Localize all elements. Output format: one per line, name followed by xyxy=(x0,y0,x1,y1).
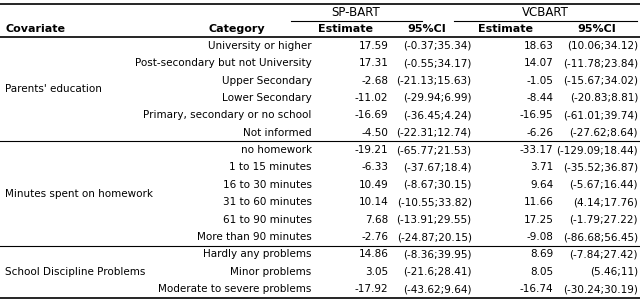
Text: -16.74: -16.74 xyxy=(520,284,554,294)
Text: (-8.67;30.15): (-8.67;30.15) xyxy=(403,180,472,190)
Text: Category: Category xyxy=(209,24,265,34)
Text: (5.46;11): (5.46;11) xyxy=(590,267,638,277)
Text: no homework: no homework xyxy=(241,145,312,155)
Text: 10.49: 10.49 xyxy=(359,180,388,190)
Text: (-24.87;20.15): (-24.87;20.15) xyxy=(397,232,472,242)
Text: (-65.77;21.53): (-65.77;21.53) xyxy=(397,145,472,155)
Text: 17.59: 17.59 xyxy=(358,41,388,51)
Text: Primary, secondary or no school: Primary, secondary or no school xyxy=(143,110,312,120)
Text: (-11.78;23.84): (-11.78;23.84) xyxy=(563,58,638,68)
Text: -2.76: -2.76 xyxy=(362,232,388,242)
Text: 8.69: 8.69 xyxy=(531,249,554,259)
Text: -11.02: -11.02 xyxy=(355,93,388,103)
Text: (-10.55;33.82): (-10.55;33.82) xyxy=(397,197,472,207)
Text: 11.66: 11.66 xyxy=(524,197,554,207)
Text: (-86.68;56.45): (-86.68;56.45) xyxy=(563,232,638,242)
Text: Estimate: Estimate xyxy=(318,24,373,34)
Text: 3.71: 3.71 xyxy=(531,162,554,172)
Text: Post-secondary but not University: Post-secondary but not University xyxy=(135,58,312,68)
Text: -17.92: -17.92 xyxy=(355,284,388,294)
Text: School Discipline Problems: School Discipline Problems xyxy=(5,267,145,277)
Text: More than 90 minutes: More than 90 minutes xyxy=(197,232,312,242)
Text: -1.05: -1.05 xyxy=(527,76,554,85)
Text: 17.25: 17.25 xyxy=(524,215,554,225)
Text: 3.05: 3.05 xyxy=(365,267,388,277)
Text: 17.31: 17.31 xyxy=(358,58,388,68)
Text: (-1.79;27.22): (-1.79;27.22) xyxy=(570,215,638,225)
Text: 14.07: 14.07 xyxy=(524,58,554,68)
Text: (-8.36;39.95): (-8.36;39.95) xyxy=(403,249,472,259)
Text: (4.14;17.76): (4.14;17.76) xyxy=(573,197,638,207)
Text: (10.06;34.12): (10.06;34.12) xyxy=(567,41,638,51)
Text: (-0.55;34.17): (-0.55;34.17) xyxy=(403,58,472,68)
Text: -2.68: -2.68 xyxy=(362,76,388,85)
Text: (-35.52;36.87): (-35.52;36.87) xyxy=(563,162,638,172)
Text: (-5.67;16.44): (-5.67;16.44) xyxy=(570,180,638,190)
Text: 14.86: 14.86 xyxy=(358,249,388,259)
Text: 9.64: 9.64 xyxy=(531,180,554,190)
Text: (-13.91;29.55): (-13.91;29.55) xyxy=(397,215,472,225)
Text: (-22.31;12.74): (-22.31;12.74) xyxy=(397,128,472,138)
Text: -4.50: -4.50 xyxy=(362,128,388,138)
Text: University or higher: University or higher xyxy=(208,41,312,51)
Text: -16.69: -16.69 xyxy=(355,110,388,120)
Text: (-29.94;6.99): (-29.94;6.99) xyxy=(403,93,472,103)
Text: 8.05: 8.05 xyxy=(531,267,554,277)
Text: Estimate: Estimate xyxy=(478,24,533,34)
Text: (-61.01;39.74): (-61.01;39.74) xyxy=(563,110,638,120)
Text: (-36.45;4.24): (-36.45;4.24) xyxy=(403,110,472,120)
Text: (-129.09;18.44): (-129.09;18.44) xyxy=(556,145,638,155)
Text: Minor problems: Minor problems xyxy=(230,267,312,277)
Text: 95%CI: 95%CI xyxy=(408,24,446,34)
Text: 16 to 30 minutes: 16 to 30 minutes xyxy=(223,180,312,190)
Text: Covariate: Covariate xyxy=(5,24,65,34)
Text: -8.44: -8.44 xyxy=(527,93,554,103)
Text: SP-BART: SP-BART xyxy=(331,6,380,19)
Text: (-21.6;28.41): (-21.6;28.41) xyxy=(403,267,472,277)
Text: -6.33: -6.33 xyxy=(362,162,388,172)
Text: (-43.62;9.64): (-43.62;9.64) xyxy=(403,284,472,294)
Text: -6.26: -6.26 xyxy=(527,128,554,138)
Text: (-27.62;8.64): (-27.62;8.64) xyxy=(570,128,638,138)
Text: Hardly any problems: Hardly any problems xyxy=(203,249,312,259)
Text: 1 to 15 minutes: 1 to 15 minutes xyxy=(229,162,312,172)
Text: -33.17: -33.17 xyxy=(520,145,554,155)
Text: Not informed: Not informed xyxy=(243,128,312,138)
Text: (-37.67;18.4): (-37.67;18.4) xyxy=(403,162,472,172)
Text: Parents' education: Parents' education xyxy=(5,84,102,94)
Text: (-15.67;34.02): (-15.67;34.02) xyxy=(563,76,638,85)
Text: (-20.83;8.81): (-20.83;8.81) xyxy=(570,93,638,103)
Text: 10.14: 10.14 xyxy=(359,197,388,207)
Text: 18.63: 18.63 xyxy=(524,41,554,51)
Text: Moderate to severe problems: Moderate to severe problems xyxy=(158,284,312,294)
Text: -9.08: -9.08 xyxy=(527,232,554,242)
Text: VCBART: VCBART xyxy=(522,6,569,19)
Text: (-0.37;35.34): (-0.37;35.34) xyxy=(403,41,472,51)
Text: Minutes spent on homework: Minutes spent on homework xyxy=(5,189,153,199)
Text: 7.68: 7.68 xyxy=(365,215,388,225)
Text: -16.95: -16.95 xyxy=(520,110,554,120)
Text: -19.21: -19.21 xyxy=(355,145,388,155)
Text: 31 to 60 minutes: 31 to 60 minutes xyxy=(223,197,312,207)
Text: (-7.84;27.42): (-7.84;27.42) xyxy=(570,249,638,259)
Text: Lower Secondary: Lower Secondary xyxy=(222,93,312,103)
Text: (-30.24;30.19): (-30.24;30.19) xyxy=(563,284,638,294)
Text: Upper Secondary: Upper Secondary xyxy=(221,76,312,85)
Text: 61 to 90 minutes: 61 to 90 minutes xyxy=(223,215,312,225)
Text: (-21.13;15.63): (-21.13;15.63) xyxy=(397,76,472,85)
Text: 95%CI: 95%CI xyxy=(578,24,616,34)
